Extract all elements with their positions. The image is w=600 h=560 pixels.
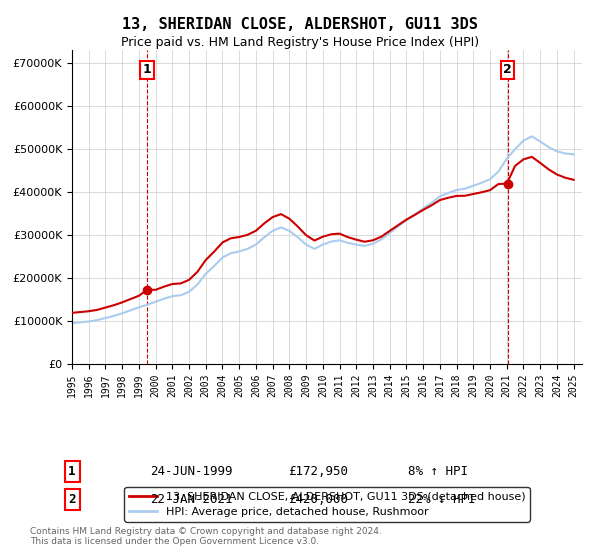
Text: £172,950: £172,950 xyxy=(288,465,348,478)
Text: £420,000: £420,000 xyxy=(288,493,348,506)
Text: 1: 1 xyxy=(143,63,152,76)
Text: Contains HM Land Registry data © Crown copyright and database right 2024.
This d: Contains HM Land Registry data © Crown c… xyxy=(30,526,382,546)
Text: Price paid vs. HM Land Registry's House Price Index (HPI): Price paid vs. HM Land Registry's House … xyxy=(121,36,479,49)
Text: 2: 2 xyxy=(68,493,76,506)
Text: 22% ↓ HPI: 22% ↓ HPI xyxy=(408,493,476,506)
Text: 22-JAN-2021: 22-JAN-2021 xyxy=(150,493,233,506)
Legend: 13, SHERIDAN CLOSE, ALDERSHOT, GU11 3DS (detached house), HPI: Average price, de: 13, SHERIDAN CLOSE, ALDERSHOT, GU11 3DS … xyxy=(124,487,530,521)
Text: 13, SHERIDAN CLOSE, ALDERSHOT, GU11 3DS: 13, SHERIDAN CLOSE, ALDERSHOT, GU11 3DS xyxy=(122,17,478,32)
Text: 24-JUN-1999: 24-JUN-1999 xyxy=(150,465,233,478)
Text: 8% ↑ HPI: 8% ↑ HPI xyxy=(408,465,468,478)
Text: 1: 1 xyxy=(68,465,76,478)
Text: 2: 2 xyxy=(503,63,512,76)
